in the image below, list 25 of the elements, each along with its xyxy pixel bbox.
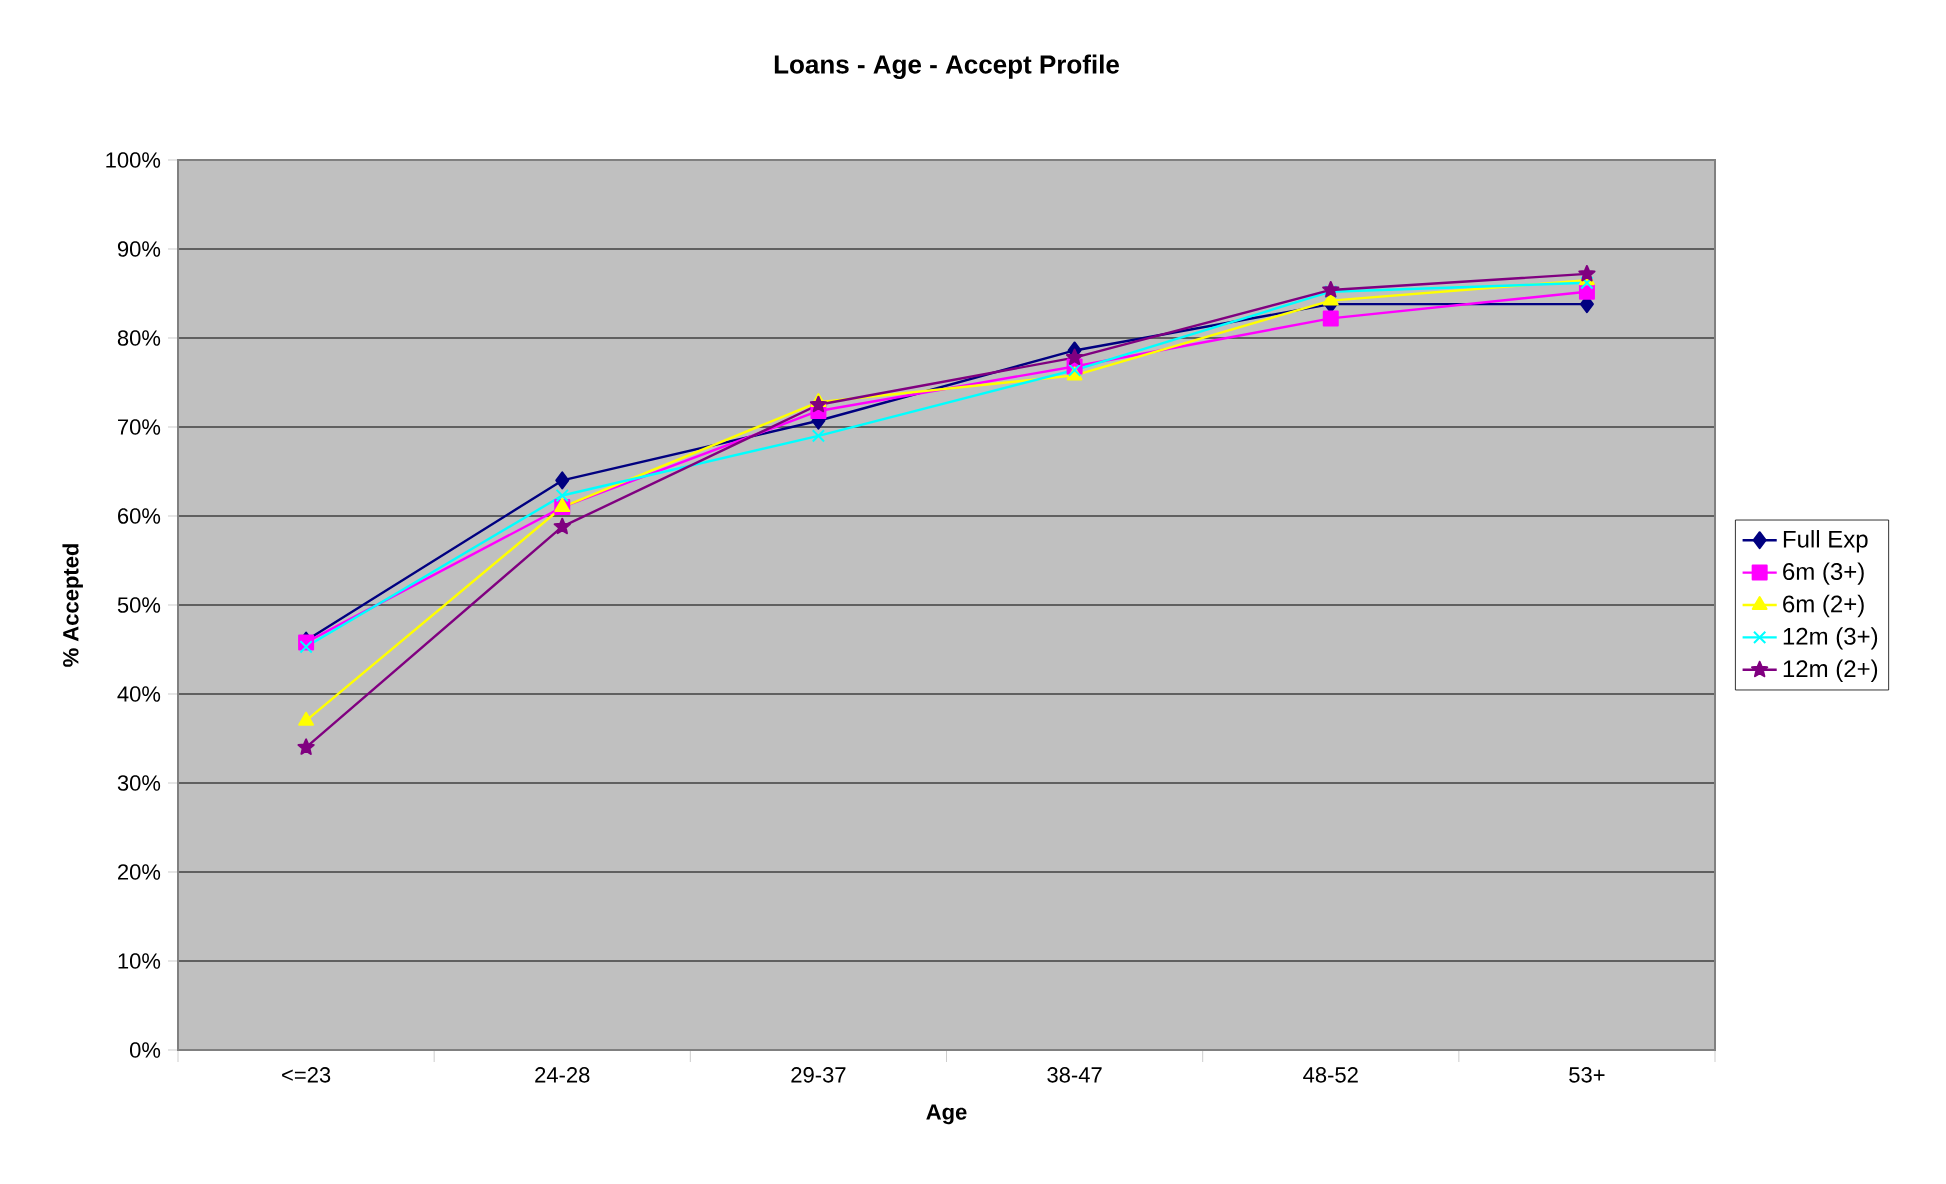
y-tick-label: 90% — [117, 241, 161, 257]
x-tick-label: 48-52 — [1303, 1067, 1358, 1083]
y-tick-label: 0% — [129, 1042, 161, 1058]
legend-label: 6m (3+) — [1783, 562, 1864, 585]
y-tick-label: 10% — [118, 953, 161, 969]
x-tick-label: 38-47 — [1047, 1067, 1102, 1083]
y-tick-label: 100% — [106, 152, 161, 168]
legend-label: 12m (2+) — [1783, 659, 1878, 682]
x-axis-title: Age — [926, 1104, 967, 1125]
y-axis-title: % Accepted — [62, 544, 83, 667]
legend-label: Full Exp — [1783, 530, 1868, 553]
y-tick-label: 50% — [117, 597, 161, 613]
y-tick-label: 70% — [118, 419, 161, 435]
x-tick-label: 24-28 — [535, 1067, 590, 1083]
x-tick-label: 53+ — [1569, 1067, 1605, 1083]
y-tick-label: 40% — [117, 686, 161, 702]
chart-title: Loans - Age - Accept Profile — [774, 54, 1119, 79]
y-tick-label: 60% — [118, 508, 161, 524]
y-tick-label: 20% — [118, 864, 161, 880]
legend-label: 6m (2+) — [1783, 594, 1864, 618]
y-tick-label: 30% — [117, 775, 161, 791]
x-tick-label: <=23 — [282, 1067, 331, 1083]
y-tick-label: 80% — [117, 330, 161, 346]
legend-label: 12m (3+) — [1783, 627, 1878, 650]
x-tick-label: 29-37 — [791, 1067, 846, 1083]
